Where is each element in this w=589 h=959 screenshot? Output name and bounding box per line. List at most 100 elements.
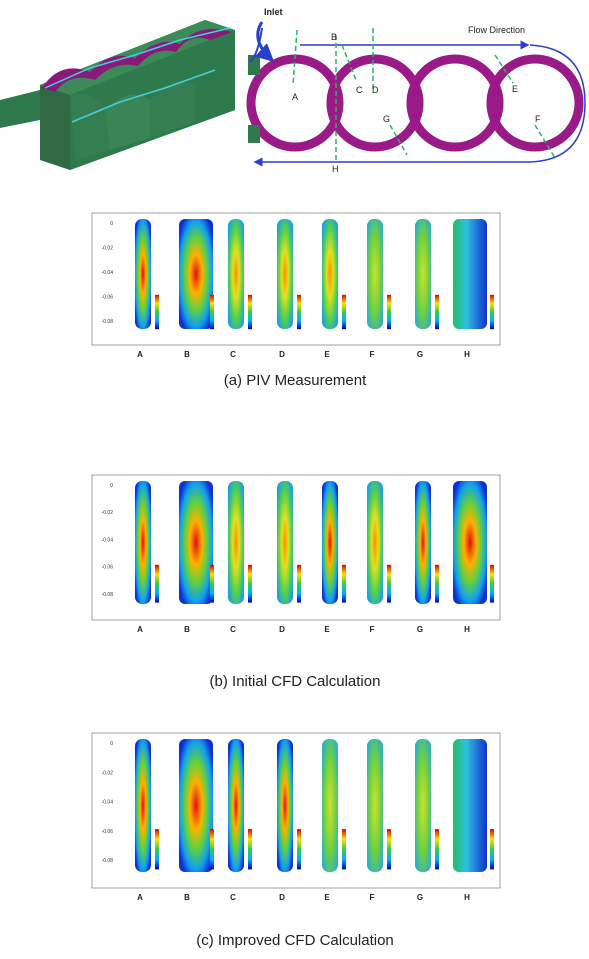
velocity-field	[453, 219, 487, 329]
column-label: F	[370, 350, 375, 359]
column-label: A	[137, 350, 143, 359]
column-label: H	[464, 625, 470, 634]
velocity-field	[135, 739, 151, 872]
panel-frame	[91, 212, 501, 346]
color-bar	[342, 294, 346, 330]
color-bar	[210, 829, 214, 870]
column-label: E	[324, 893, 330, 902]
velocity-field	[415, 481, 431, 604]
velocity-field	[367, 739, 383, 872]
velocity-field	[228, 481, 244, 604]
inlet-label: Inlet	[264, 7, 283, 17]
velocity-field	[179, 219, 213, 329]
velocity-field	[415, 739, 431, 872]
y-tick-label: -0.02	[102, 510, 114, 516]
y-tick-label: -0.08	[102, 592, 114, 598]
velocity-field	[277, 739, 293, 872]
color-bar	[387, 294, 391, 330]
section-label: A	[292, 92, 298, 102]
velocity-field	[179, 481, 213, 604]
y-tick-label: -0.08	[102, 319, 114, 325]
color-bar	[210, 564, 214, 603]
column-label: B	[184, 893, 190, 902]
color-bar	[490, 294, 494, 330]
column-label: H	[464, 350, 470, 359]
section-label: G	[383, 114, 390, 124]
color-bar	[297, 564, 301, 603]
velocity-field	[367, 481, 383, 604]
color-bar	[248, 829, 252, 870]
color-bar	[248, 564, 252, 603]
section-label: H	[332, 164, 339, 174]
y-tick-label: -0.06	[102, 565, 114, 571]
column-label: H	[464, 893, 470, 902]
color-bar	[342, 829, 346, 870]
velocity-field	[277, 219, 293, 329]
velocity-field	[135, 219, 151, 329]
color-bar	[387, 564, 391, 603]
color-bar	[435, 294, 439, 330]
y-tick-label: -0.02	[102, 246, 114, 252]
y-tick-label: -0.04	[102, 537, 114, 543]
color-bar	[342, 564, 346, 603]
column-label: B	[184, 625, 190, 634]
column-label: D	[279, 625, 285, 634]
color-bar	[155, 294, 159, 330]
panel-frame	[91, 474, 501, 621]
color-bar	[155, 829, 159, 870]
color-bar	[490, 564, 494, 603]
y-tick-label: 0	[110, 741, 113, 747]
velocity-field	[228, 739, 244, 872]
schematic	[246, 21, 586, 167]
y-tick-label: -0.06	[102, 295, 114, 301]
column-label: A	[137, 625, 143, 634]
velocity-field	[415, 219, 431, 329]
velocity-field	[322, 739, 338, 872]
color-bar	[297, 294, 301, 330]
velocity-field	[322, 481, 338, 604]
column-label: G	[417, 625, 423, 634]
velocity-field	[179, 739, 213, 872]
column-label: C	[230, 625, 236, 634]
velocity-field	[135, 481, 151, 604]
y-tick-label: 0	[110, 483, 113, 489]
column-label: E	[324, 625, 330, 634]
color-bar	[297, 829, 301, 870]
column-label: D	[279, 893, 285, 902]
y-tick-label: -0.08	[102, 858, 114, 864]
flow-direction-label: Flow Direction	[468, 25, 525, 35]
panel-caption: (b) Initial CFD Calculation	[210, 673, 381, 690]
y-tick-label: -0.02	[102, 770, 114, 776]
section-label: E	[512, 84, 518, 94]
model-3d	[0, 20, 235, 170]
y-tick-label: -0.04	[102, 270, 114, 276]
column-label: F	[370, 625, 375, 634]
section-label: D	[372, 85, 379, 95]
velocity-field	[322, 219, 338, 329]
y-tick-label: 0	[110, 221, 113, 227]
color-bar	[387, 829, 391, 870]
y-tick-label: -0.04	[102, 800, 114, 806]
color-bar	[248, 294, 252, 330]
velocity-field	[277, 481, 293, 604]
color-bar	[490, 829, 494, 870]
column-label: G	[417, 893, 423, 902]
panel-caption: (c) Improved CFD Calculation	[196, 932, 394, 949]
section-label: B	[331, 32, 337, 42]
velocity-field	[453, 739, 487, 872]
column-label: E	[324, 350, 330, 359]
y-tick-label: -0.06	[102, 829, 114, 835]
panel-frame	[91, 732, 501, 889]
velocity-field	[228, 219, 244, 329]
color-bar	[155, 564, 159, 603]
column-label: D	[279, 350, 285, 359]
column-label: F	[370, 893, 375, 902]
section-label: F	[535, 114, 541, 124]
velocity-field	[367, 219, 383, 329]
color-bar	[435, 564, 439, 603]
velocity-field	[453, 481, 487, 604]
column-label: C	[230, 893, 236, 902]
column-label: B	[184, 350, 190, 359]
section-label: C	[356, 85, 363, 95]
